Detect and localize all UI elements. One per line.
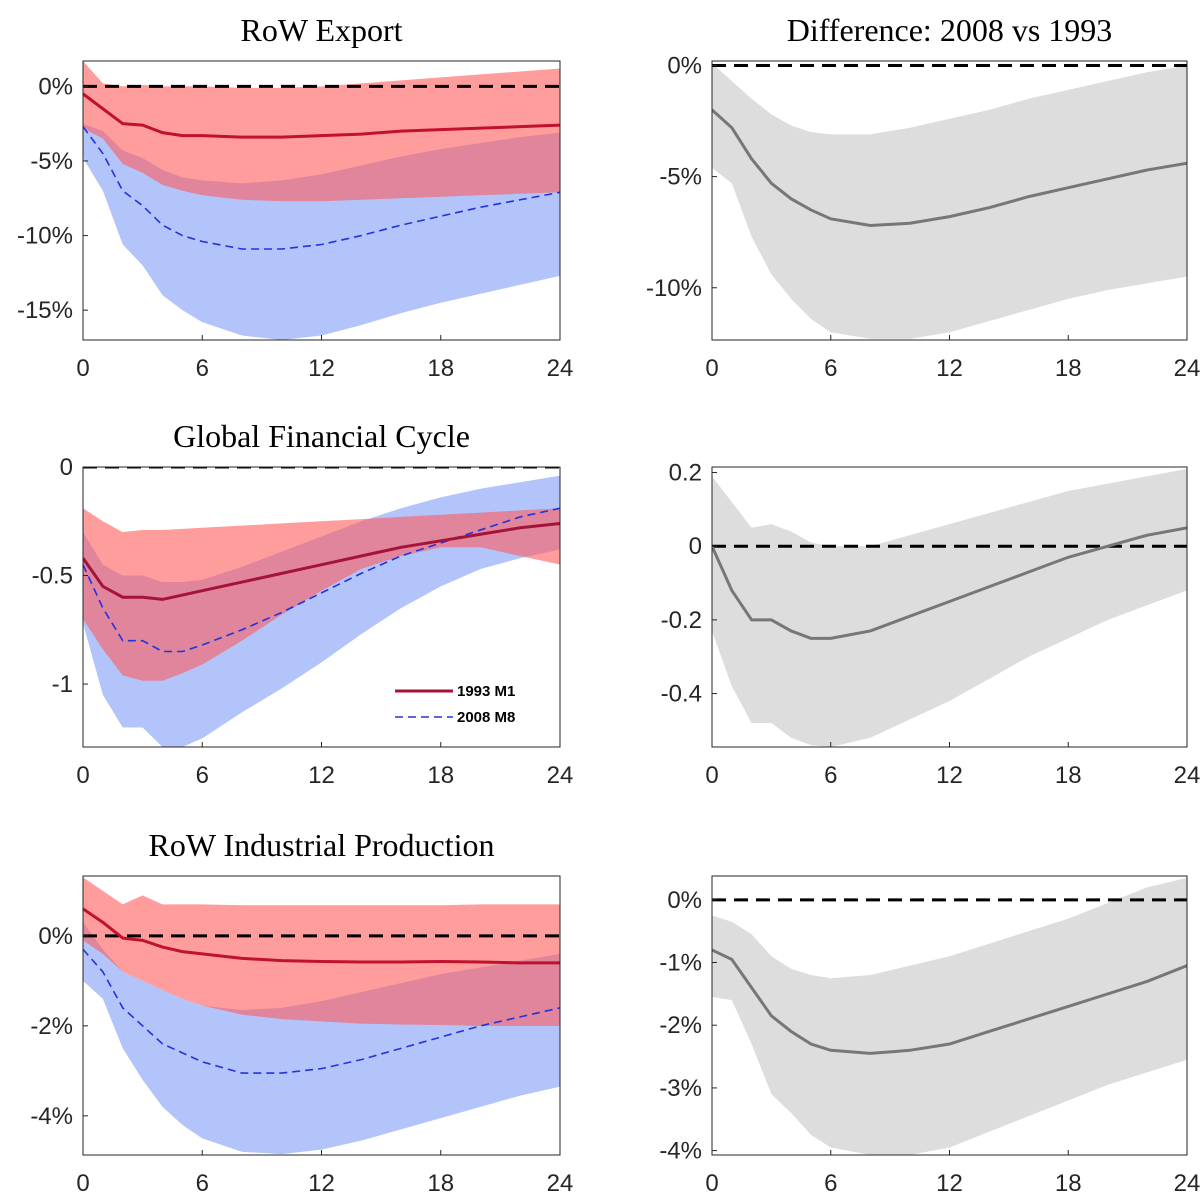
x-tick-label: 18 xyxy=(427,1170,454,1197)
x-tick-label: 6 xyxy=(824,1170,837,1197)
series-line xyxy=(712,948,1187,1055)
x-tick-label: 0 xyxy=(705,1170,718,1197)
x-tick-label: 18 xyxy=(427,762,454,789)
y-tick-label: -5% xyxy=(659,164,702,191)
x-tick-label: 24 xyxy=(547,355,574,382)
x-tick-label: 18 xyxy=(1055,762,1082,789)
y-tick-label: -3% xyxy=(659,1075,702,1102)
x-tick-label: 18 xyxy=(427,355,454,382)
plot-area xyxy=(712,468,1187,747)
y-tick-label: -4% xyxy=(30,1103,73,1130)
x-tick-label: 0 xyxy=(705,762,718,789)
y-tick-label: -2% xyxy=(30,1013,73,1040)
legend: 1993 M1 2008 M8 xyxy=(395,683,515,726)
chart-title: RoW Industrial Production xyxy=(148,827,494,863)
x-tick-label: 24 xyxy=(1174,762,1201,789)
y-tick-label: -1% xyxy=(659,950,702,977)
y-tick-label: -5% xyxy=(30,148,73,175)
confidence-band xyxy=(712,877,1187,1155)
y-tick-label: -0.4 xyxy=(661,681,702,708)
y-tick-label: -0.2 xyxy=(661,607,702,634)
x-tick-label: 0 xyxy=(705,355,718,382)
series-line xyxy=(712,108,1187,228)
plot-area xyxy=(83,877,560,1155)
confidence-band xyxy=(83,877,560,1026)
chart-title: Difference: 2008 vs 1993 xyxy=(787,12,1113,48)
chart-title: Global Financial Cycle xyxy=(173,418,470,454)
panel: 0 6 12 18 24 0% -2% -4% RoW Industrial Productio… xyxy=(30,827,573,1197)
plot-area xyxy=(712,63,1187,339)
plot-area xyxy=(83,467,560,747)
y-tick-label: 0 xyxy=(60,454,73,481)
x-tick-label: 24 xyxy=(547,762,574,789)
y-tick-label: -0.5 xyxy=(32,563,73,590)
y-tick-label: -4% xyxy=(659,1138,702,1165)
x-tick-label: 0 xyxy=(76,355,89,382)
x-tick-label: 24 xyxy=(547,1170,574,1197)
series-line xyxy=(83,521,560,601)
confidence-band xyxy=(712,63,1187,339)
panel: 0 6 12 18 24 0 -0.5 -1 Global Financial Cycle 199… xyxy=(32,418,574,789)
x-tick-label: 0 xyxy=(76,762,89,789)
x-tick-label: 6 xyxy=(196,762,209,789)
chart-title: RoW Export xyxy=(240,12,402,48)
y-tick-label: 0% xyxy=(38,923,73,950)
panel: 0 6 12 18 24 0% -5% -10% Difference: 2008 vs 199… xyxy=(646,12,1200,382)
x-tick-label: 12 xyxy=(936,1170,963,1197)
x-tick-label: 12 xyxy=(936,355,963,382)
panel: 0 6 12 18 24 0.2 0 -0.2 -0.4 xyxy=(661,460,1201,789)
y-tick-label: 0 xyxy=(689,533,702,560)
x-tick-label: 12 xyxy=(936,762,963,789)
legend-label: 2008 M8 xyxy=(457,709,515,726)
x-tick-label: 18 xyxy=(1055,1170,1082,1197)
plot-area xyxy=(712,877,1187,1155)
plot-area xyxy=(83,61,560,340)
x-tick-label: 12 xyxy=(308,355,335,382)
panel: 0 6 12 18 24 0% -5% -10% -15% RoW Export xyxy=(17,12,573,382)
y-tick-label: -1 xyxy=(52,671,73,698)
y-tick-label: 0% xyxy=(38,73,73,100)
x-tick-label: 24 xyxy=(1174,355,1201,382)
series-line xyxy=(83,92,560,139)
y-tick-label: -2% xyxy=(659,1012,702,1039)
confidence-band xyxy=(712,468,1187,747)
series-line xyxy=(83,907,560,965)
series-line xyxy=(83,126,560,250)
series-line xyxy=(83,948,560,1074)
panel: 0 6 12 18 24 0% -1% -2% -3% -4% xyxy=(659,875,1201,1197)
x-tick-label: 6 xyxy=(824,355,837,382)
x-tick-label: 0 xyxy=(76,1170,89,1197)
x-tick-label: 12 xyxy=(308,762,335,789)
x-tick-label: 6 xyxy=(196,1170,209,1197)
y-tick-label: -10% xyxy=(17,223,73,250)
y-tick-label: -10% xyxy=(646,275,702,302)
x-tick-label: 24 xyxy=(1174,1170,1201,1197)
y-tick-label: 0.2 xyxy=(669,460,702,487)
y-tick-label: -15% xyxy=(17,297,73,324)
y-tick-label: 0% xyxy=(667,887,702,914)
y-tick-label: 0% xyxy=(667,52,702,79)
x-tick-label: 18 xyxy=(1055,355,1082,382)
x-tick-label: 12 xyxy=(308,1170,335,1197)
legend-label: 1993 M1 xyxy=(457,683,515,700)
confidence-band xyxy=(83,61,560,202)
x-tick-label: 6 xyxy=(824,762,837,789)
confidence-band xyxy=(83,508,560,681)
series-line xyxy=(712,526,1187,640)
x-tick-label: 6 xyxy=(196,355,209,382)
